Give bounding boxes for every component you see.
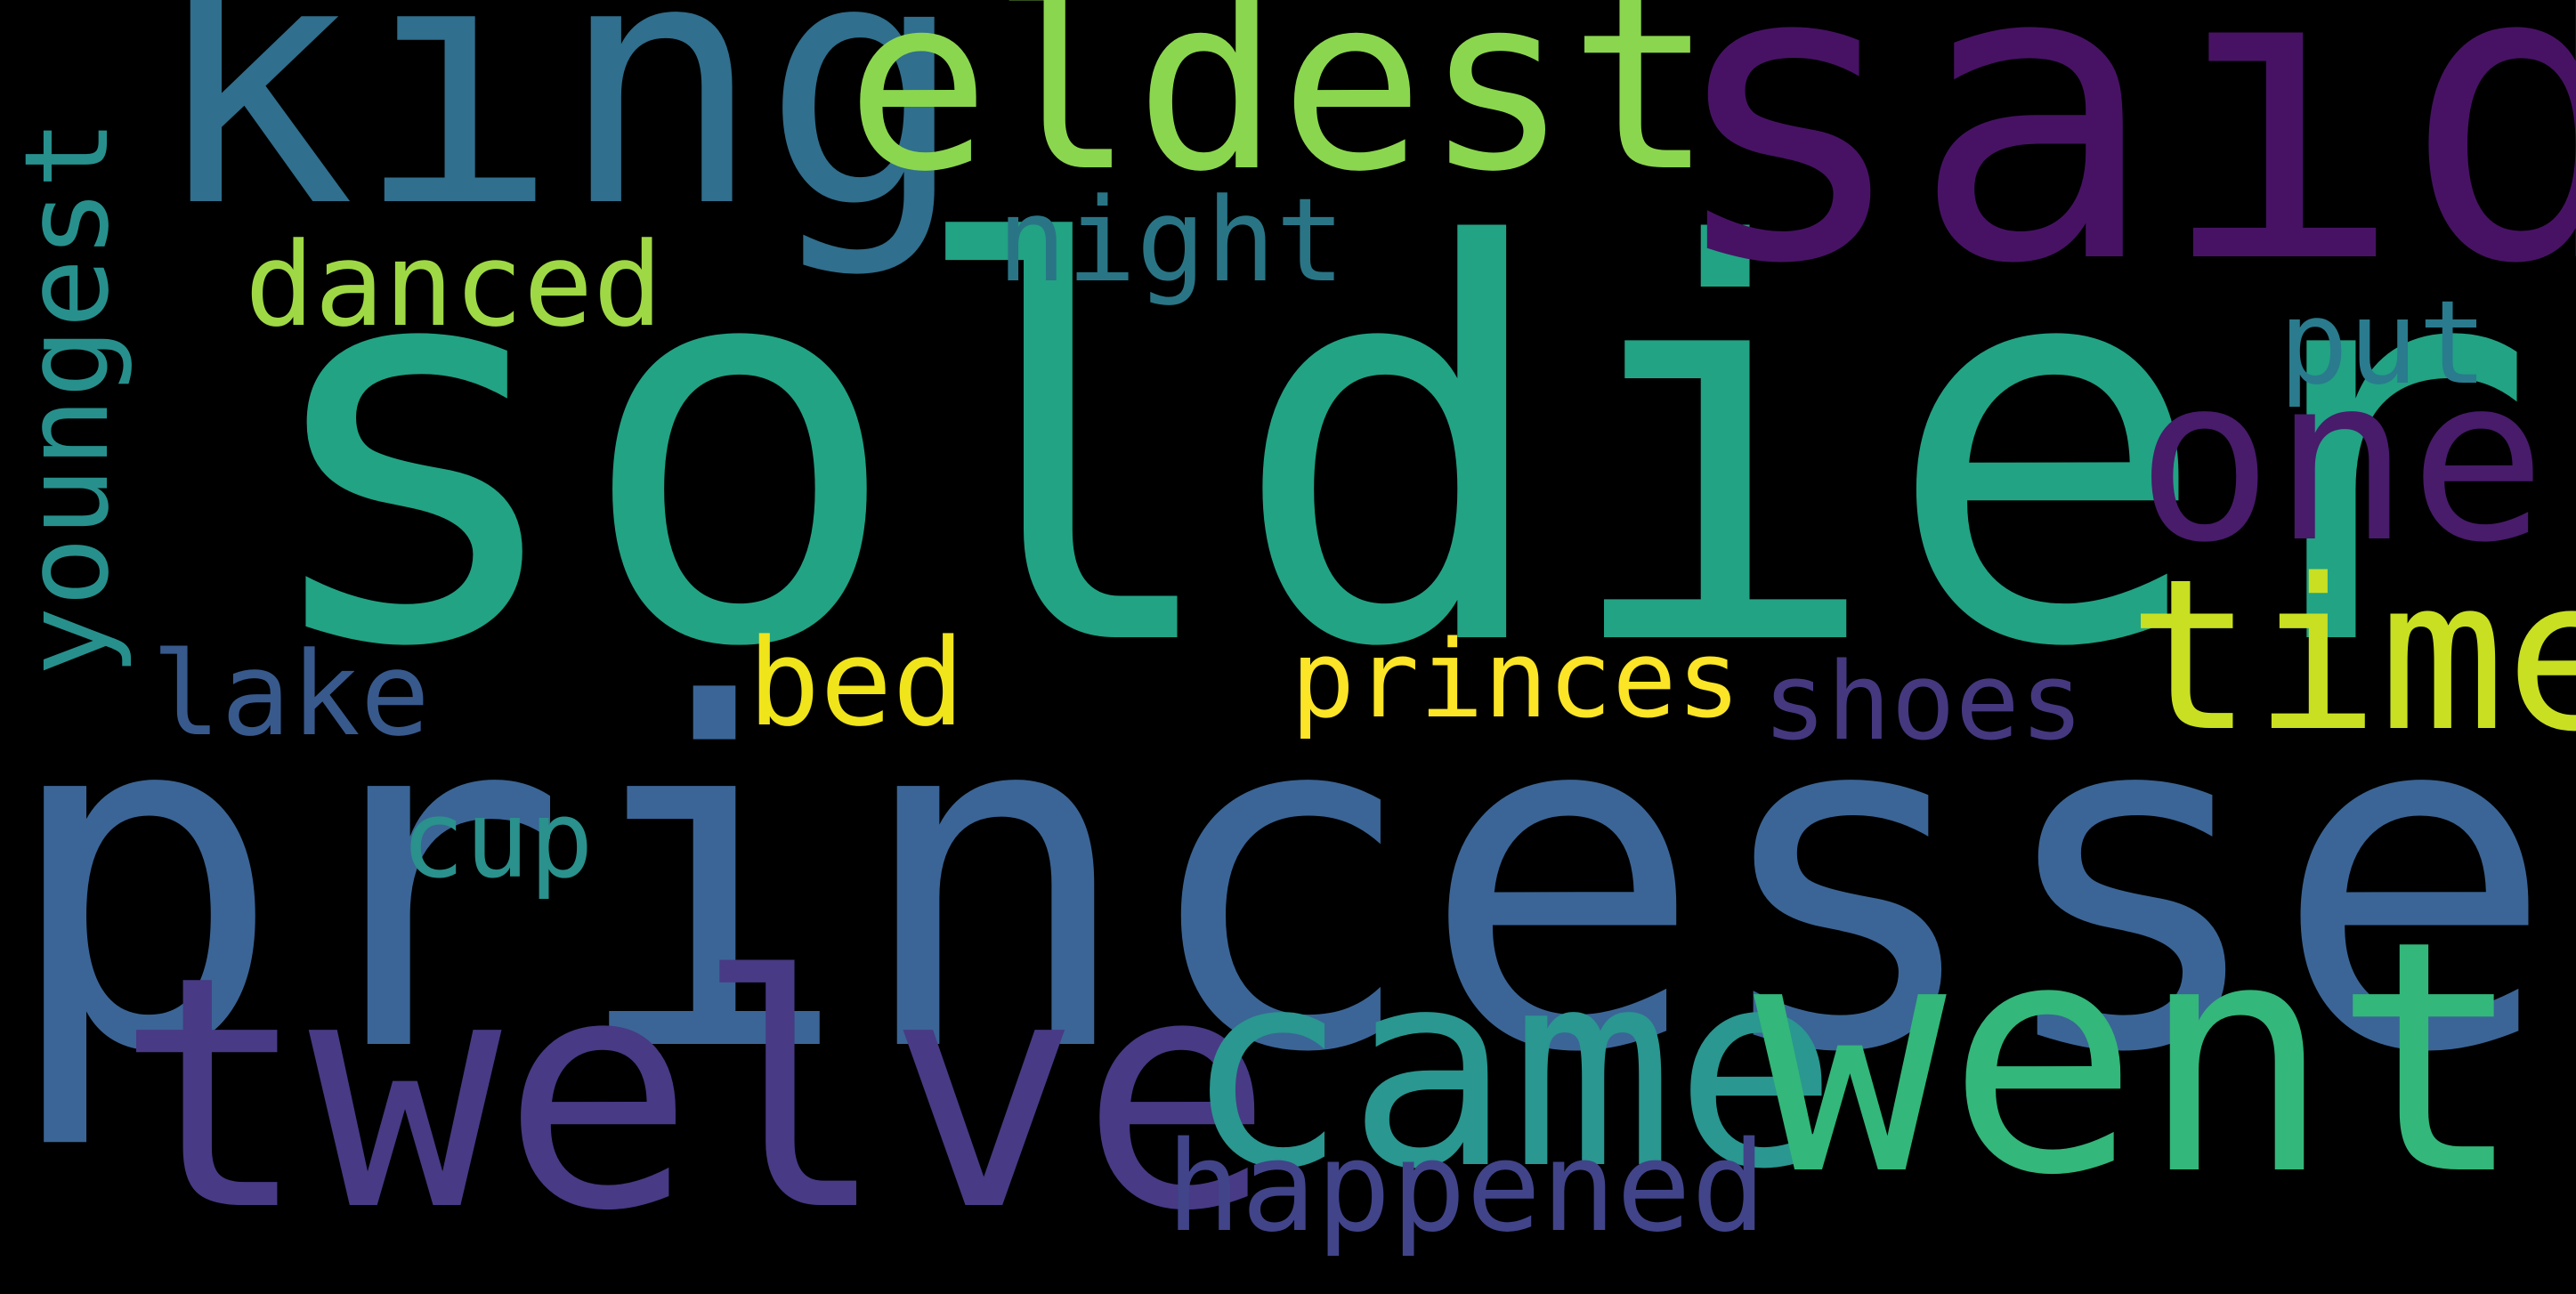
word-lake: lake — [151, 627, 431, 762]
word-princes: princes — [1291, 619, 1741, 742]
word-shoes: shoes — [1762, 641, 2085, 764]
word-bed: bed — [748, 613, 965, 753]
word-king: king — [151, 0, 967, 281]
word-princesses: princesses — [0, 606, 2576, 1155]
word-soldier: soldier — [249, 133, 2538, 765]
word-cup: cup — [401, 779, 594, 902]
word-happened: happened — [1166, 1115, 1767, 1260]
word-came: came — [1184, 912, 1838, 1228]
word-one: one — [2136, 328, 2547, 593]
word-time: time — [2127, 535, 2576, 778]
word-put: put — [2279, 275, 2488, 410]
word-youngest: youngest — [0, 118, 134, 676]
word-danced: danced — [245, 217, 663, 352]
word-went: went — [1754, 872, 2525, 1245]
word-night: night — [997, 173, 1346, 308]
word-twelve: twelve — [116, 908, 1274, 1281]
word-eldest: eldest — [846, 0, 1714, 224]
word-said: said — [1665, 0, 2576, 353]
